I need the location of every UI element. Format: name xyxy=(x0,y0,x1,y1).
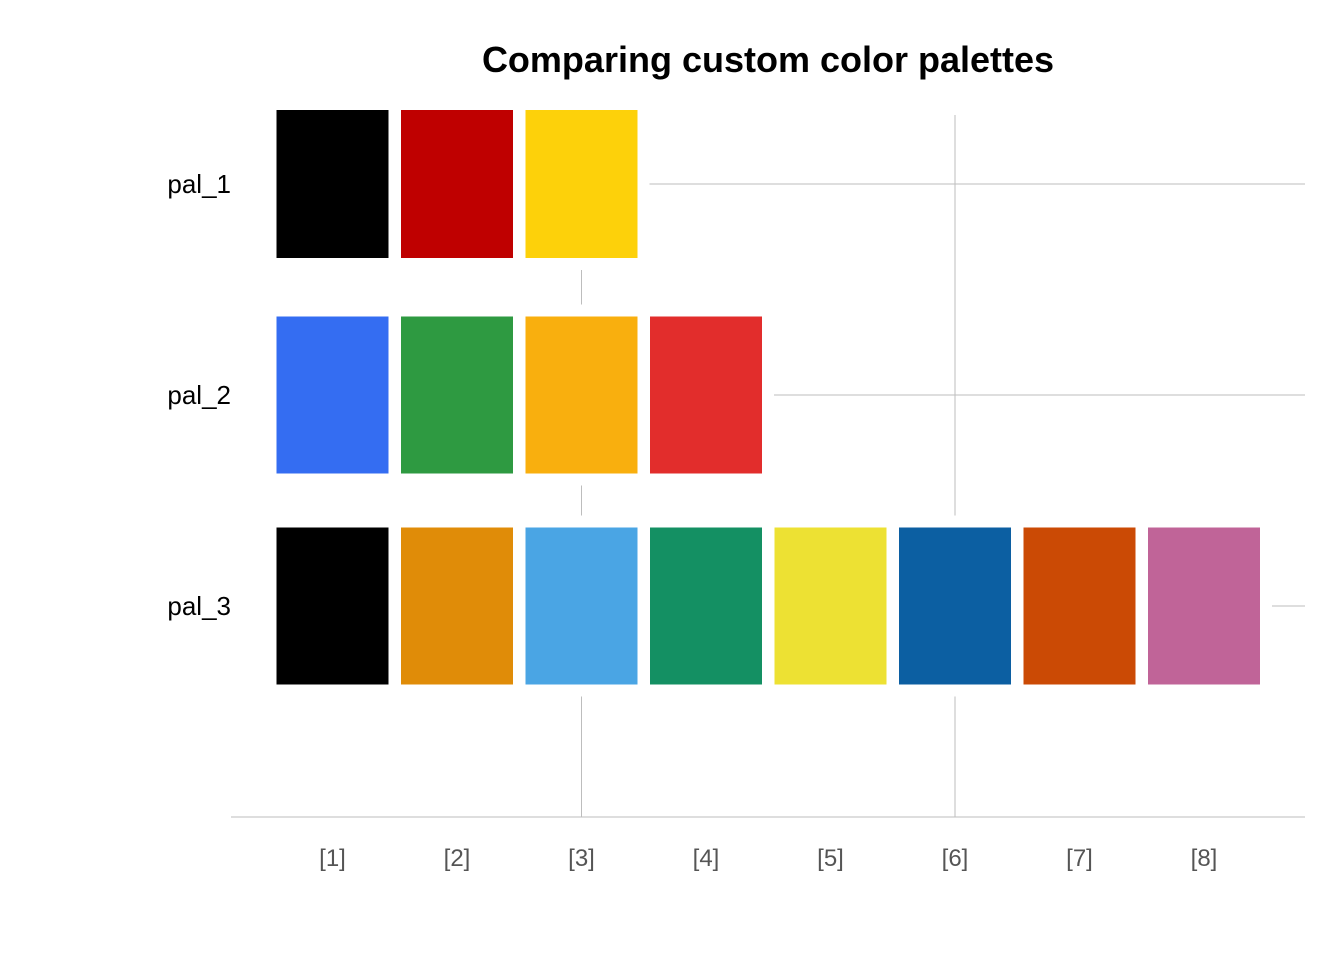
palette-tile xyxy=(525,316,638,474)
x-tick-label: [2] xyxy=(444,845,471,872)
x-tick-label: [5] xyxy=(817,845,844,872)
palette-tile xyxy=(1023,527,1136,685)
palette-tile xyxy=(525,110,638,258)
chart-title: Comparing custom color palettes xyxy=(482,39,1054,80)
x-tick-label: [8] xyxy=(1191,845,1218,872)
palette-tile xyxy=(401,110,513,258)
palette-tile xyxy=(401,527,513,685)
palette-tile xyxy=(650,316,762,474)
x-tick-label: [1] xyxy=(319,845,346,872)
x-tick-label: [4] xyxy=(693,845,720,872)
palette-tile xyxy=(276,316,389,474)
x-axis-labels: [1] [2] [3] [4] [5] [6] [7] [8] xyxy=(319,845,1217,872)
y-tick-label: pal_2 xyxy=(167,380,231,410)
palette-tile xyxy=(899,527,1011,685)
tiles-layer xyxy=(276,110,1260,685)
palette-tile xyxy=(650,527,762,685)
palette-tile xyxy=(1148,527,1260,685)
y-tick-label: pal_3 xyxy=(167,591,231,621)
palette-tile xyxy=(774,527,887,685)
x-tick-label: [7] xyxy=(1066,845,1093,872)
palette-tile xyxy=(276,110,389,258)
grid-layer xyxy=(231,98,1305,818)
y-tick-label: pal_1 xyxy=(167,169,231,199)
palette-tile xyxy=(525,527,638,685)
y-axis-labels: pal_1 pal_2 pal_3 xyxy=(167,169,231,621)
x-tick-label: [6] xyxy=(942,845,969,872)
palette-tile xyxy=(276,527,389,685)
palette-tile xyxy=(401,316,513,474)
x-tick-label: [3] xyxy=(568,845,595,872)
